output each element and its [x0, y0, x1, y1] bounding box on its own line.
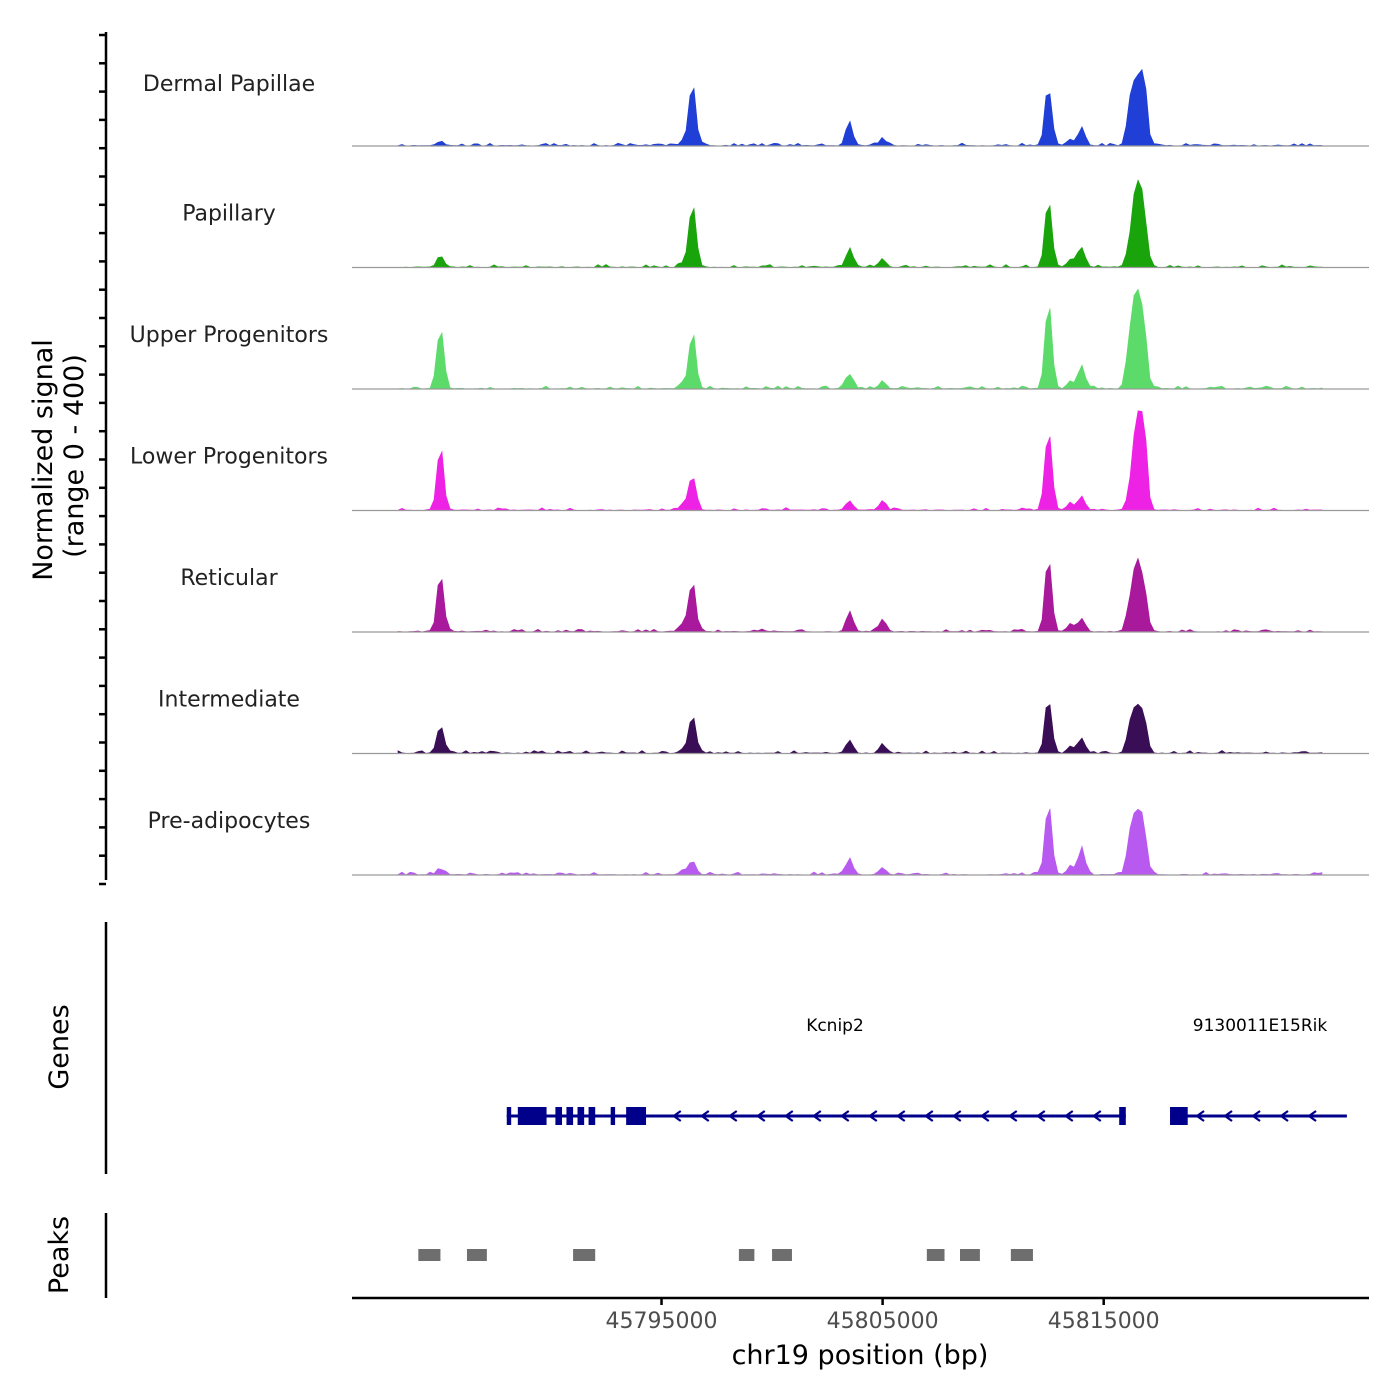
peak-region [772, 1249, 792, 1261]
track-label: Pre-adipocytes [148, 809, 311, 834]
gene-label: Kcnip2 [806, 1016, 864, 1036]
coverage-track: Pre-adipocytes [148, 808, 1369, 876]
gene-exon [506, 1107, 512, 1125]
peak-track [418, 1249, 1033, 1261]
coverage-y-axis-title: Normalized signal [28, 339, 59, 581]
coverage-tracks: Dermal Papillae Papillary Upper Progenitor… [130, 68, 1369, 876]
peak-region [573, 1249, 596, 1261]
gene-exon [588, 1107, 596, 1125]
strand-arrow [951, 1110, 962, 1122]
track-label: Intermediate [158, 688, 300, 713]
peak-region [1010, 1249, 1033, 1261]
coverage-track: Upper Progenitors [130, 288, 1369, 390]
coverage-track: Papillary [182, 179, 1369, 269]
coverage-area [397, 179, 1323, 268]
track-label: Papillary [182, 202, 276, 227]
coverage-area [397, 557, 1323, 633]
strand-arrow [979, 1110, 990, 1122]
coverage-area [397, 808, 1323, 876]
gene-exon [577, 1107, 585, 1125]
peak-region [418, 1249, 441, 1261]
peak-region [959, 1249, 980, 1261]
track-label: Reticular [180, 566, 278, 591]
gene-label: 9130011E15Rik [1193, 1016, 1328, 1036]
strand-arrow [783, 1110, 794, 1122]
strand-arrow [1307, 1110, 1317, 1122]
gene-exon [610, 1107, 616, 1125]
strand-arrow [699, 1110, 710, 1122]
gene-exon [1119, 1107, 1126, 1125]
strand-arrow [1251, 1110, 1261, 1122]
coverage-track: Lower Progenitors [130, 410, 1369, 512]
peak-region [466, 1249, 487, 1261]
gene-exon [555, 1107, 563, 1125]
x-tick-label: 45815000 [1048, 1309, 1160, 1334]
strand-arrow [671, 1110, 682, 1122]
strand-arrow [1279, 1110, 1289, 1122]
track-label: Lower Progenitors [130, 445, 328, 470]
peaks-axis-title: Peaks [44, 1216, 75, 1294]
strand-arrow [867, 1110, 878, 1122]
coverage-y-ticks [99, 33, 106, 886]
coverage-track: Reticular [180, 557, 1369, 633]
x-axis-ticks: 45795000 45805000 45815000 [606, 1298, 1160, 1334]
peak-region [738, 1249, 755, 1261]
coverage-area [397, 410, 1323, 511]
coverage-area [397, 288, 1323, 390]
strand-arrow [895, 1110, 906, 1122]
gene-exon [1170, 1107, 1188, 1125]
strand-arrow [1195, 1110, 1205, 1122]
track-label: Upper Progenitors [130, 323, 329, 348]
gene-exon [517, 1107, 547, 1125]
coverage-area [397, 703, 1323, 754]
genes-axis-title: Genes [44, 1004, 75, 1089]
gene-model: Kcnip2 [506, 1016, 1126, 1125]
strand-arrow [1035, 1110, 1046, 1122]
strand-arrow [755, 1110, 766, 1122]
gene-track: Kcnip2 9130011E15Rik [506, 1016, 1347, 1125]
x-tick-label: 45805000 [827, 1309, 939, 1334]
coverage-area [397, 68, 1323, 147]
peak-region [926, 1249, 945, 1261]
coverage-y-axis-range: (range 0 - 400) [59, 354, 90, 558]
strand-arrow [727, 1110, 738, 1122]
strand-arrow [1091, 1110, 1102, 1122]
gene-model: 9130011E15Rik [1170, 1016, 1347, 1125]
strand-arrow [839, 1110, 850, 1122]
strand-arrow [1223, 1110, 1233, 1122]
x-axis-title: chr19 position (bp) [732, 1340, 989, 1371]
x-tick-label: 45795000 [606, 1309, 718, 1334]
strand-arrow [1063, 1110, 1074, 1122]
gene-exon [566, 1107, 574, 1125]
strand-arrow [1007, 1110, 1018, 1122]
track-label: Dermal Papillae [143, 72, 315, 97]
gene-exon [626, 1107, 647, 1125]
strand-arrow [923, 1110, 934, 1122]
coverage-track: Intermediate [158, 688, 1369, 755]
coverage-track: Dermal Papillae [143, 68, 1369, 147]
strand-arrow [811, 1110, 822, 1122]
